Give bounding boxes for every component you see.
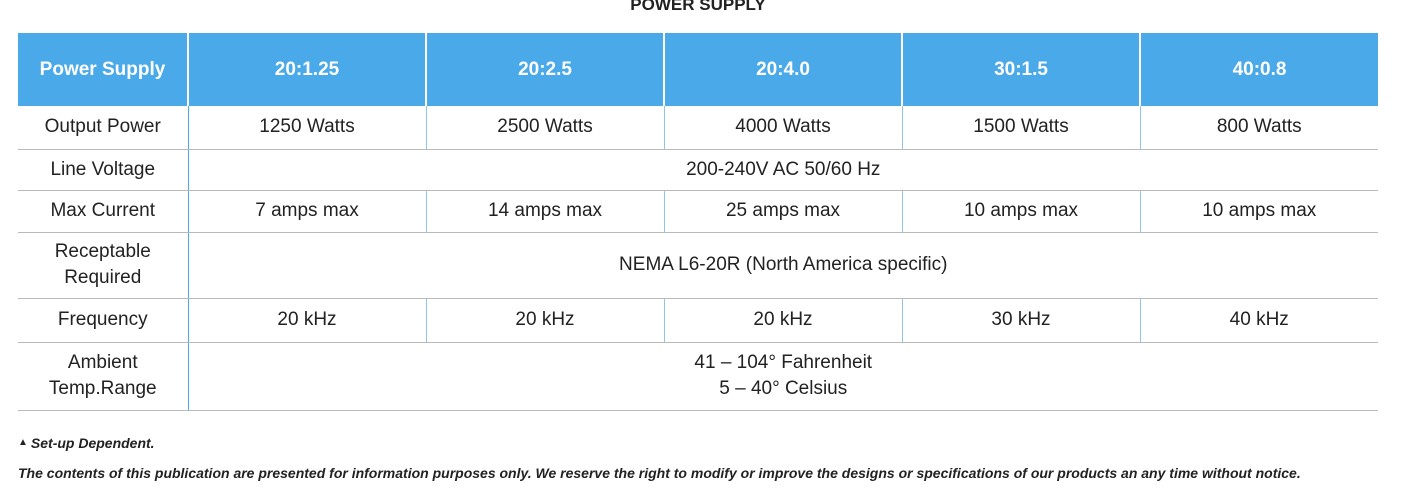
header-cell: 20:2.5 [425,33,664,106]
row-label: Line Voltage [18,149,189,191]
cell: 25 amps max [663,190,902,233]
table-row: Receptable Required NEMA L6-20R (North Am… [18,232,1378,299]
row-label: Output Power [18,106,189,150]
row-label: Ambient Temp.Range [18,342,189,411]
title: POWER SUPPLY [630,0,766,14]
cell: 800 Watts [1139,106,1378,150]
table-row: Line Voltage 200-240V AC 50/60 Hz [18,149,1378,191]
cell: 20 kHz [663,298,902,343]
footnote-marker: ▲ [18,437,28,448]
cell: 40 kHz [1139,298,1378,343]
cell: NEMA L6-20R (North America specific) [187,232,1378,299]
cell: 200-240V AC 50/60 Hz [187,149,1378,191]
cell: 20 kHz [187,298,426,343]
cell: 30 kHz [901,298,1140,343]
table-row: Max Current 7 amps max 14 amps max 25 amps … [18,190,1378,233]
header-row: Power Supply 20:1.25 20:2.5 20:4.0 30:1.5 40:… [18,33,1378,106]
cell: 2500 Watts [425,106,664,150]
cell: 10 amps max [1139,190,1378,233]
cell: 7 amps max [187,190,426,233]
header-cell: Power Supply [18,33,188,106]
table-row: Ambient Temp.Range 41 – 104° Fahrenheit 5… [18,342,1378,411]
table-row: Output Power 1250 Watts 2500 Watts 4000 Wat… [18,106,1378,150]
row-label: Frequency [18,298,189,343]
footnote: ▲ Set-up Dependent. [18,435,155,451]
cell: 14 amps max [425,190,664,233]
row-label: Receptable Required [18,232,189,299]
footnote-text: Set-up Dependent. [30,435,155,451]
table-row: Frequency 20 kHz 20 kHz 20 kHz 30 kHz 40 kHz [18,298,1378,343]
cell: 1250 Watts [187,106,426,150]
row-label: Max Current [18,190,189,233]
cell: 41 – 104° Fahrenheit 5 – 40° Celsius [187,342,1378,411]
header-cell: 30:1.5 [901,33,1140,106]
cell: 4000 Watts [663,106,902,150]
cell: 20 kHz [425,298,664,343]
header-cell: 20:4.0 [663,33,902,106]
cell: 10 amps max [901,190,1140,233]
spec-table: Power Supply 20:1.25 20:2.5 20:4.0 30:1.5 40:… [18,33,1378,411]
header-cell: 40:0.8 [1139,33,1378,106]
disclaimer: The contents of this publication are pre… [18,465,1301,481]
cell: 1500 Watts [901,106,1140,150]
header-cell: 20:1.25 [187,33,426,106]
